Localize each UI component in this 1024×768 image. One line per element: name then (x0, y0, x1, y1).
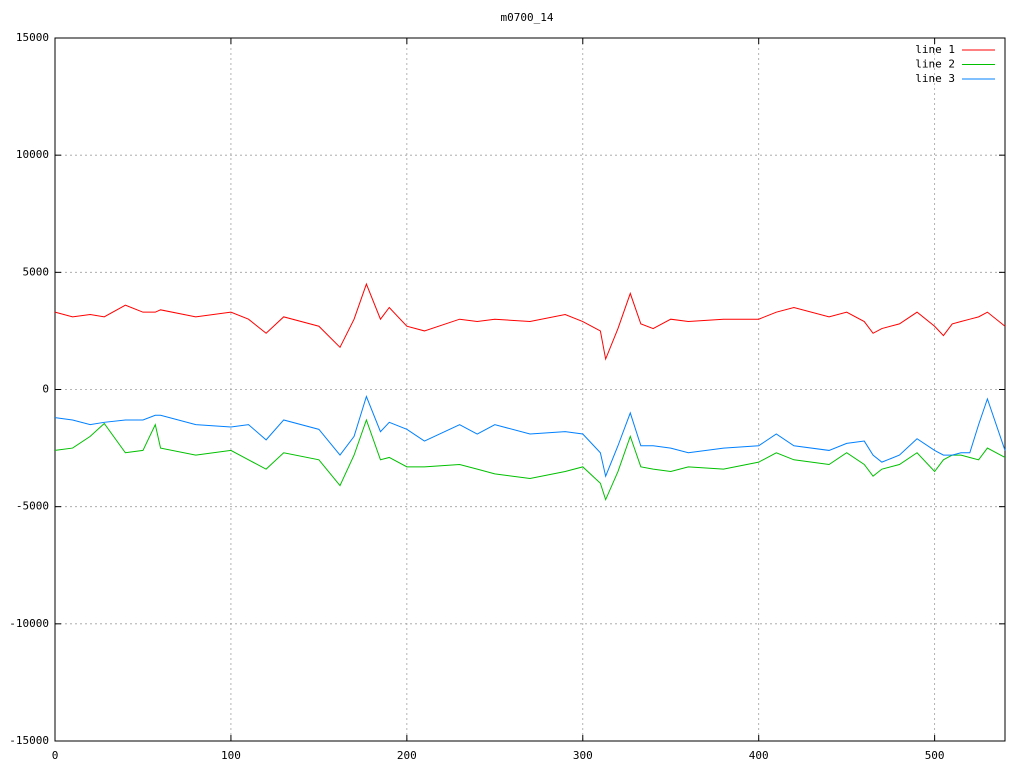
legend-label: line 1 (915, 43, 955, 56)
y-tick-label: -5000 (16, 500, 49, 513)
y-tick-label: -10000 (9, 617, 49, 630)
x-tick-label: 500 (925, 749, 945, 762)
data-line (54, 395, 1006, 478)
data-line (54, 418, 1006, 502)
data-line (54, 282, 1006, 361)
y-tick-label: 10000 (16, 148, 49, 161)
plot-frame (54, 37, 1006, 742)
y-tick-label: -15000 (9, 734, 49, 747)
legend-label: line 3 (915, 72, 955, 85)
x-tick-label: 400 (749, 749, 769, 762)
y-tick-label: 5000 (23, 265, 50, 278)
legend-label: line 2 (915, 58, 955, 71)
x-tick-label: 200 (397, 749, 417, 762)
x-tick-label: 0 (52, 749, 59, 762)
x-tick-label: 300 (573, 749, 593, 762)
chart-title: m0700_14 (501, 11, 554, 24)
y-tick-label: 15000 (16, 31, 49, 44)
x-tick-label: 100 (221, 749, 241, 762)
y-tick-label: 0 (42, 383, 49, 396)
